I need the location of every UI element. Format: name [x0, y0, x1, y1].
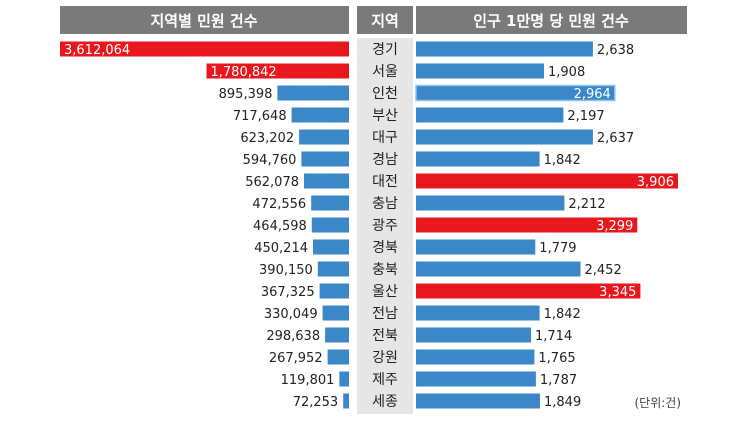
right-value-label: 3,299: [596, 219, 633, 234]
left-bar: [325, 328, 349, 343]
left-bars-group: 3,612,064 1,780,842 895,398 717,648 623,202 5…: [60, 42, 349, 411]
right-bar: [416, 372, 536, 387]
right-bar: [416, 42, 593, 57]
right-bar: [416, 350, 534, 365]
left-value-label: 72,253: [293, 395, 339, 410]
left-value-label: 623,202: [240, 131, 294, 146]
region-label: 강원: [372, 350, 398, 366]
left-bar: [311, 196, 349, 211]
left-value-label: 450,214: [254, 241, 308, 256]
right-value-label: 2,452: [585, 263, 622, 278]
right-value-label: 1,787: [540, 373, 577, 388]
header-left-text: 지역별 민원 건수: [150, 12, 257, 30]
right-bar: [416, 130, 593, 145]
left-value-label: 472,556: [252, 197, 306, 212]
region-label: 인천: [372, 86, 398, 102]
left-bar: [343, 394, 349, 409]
right-value-label: 3,906: [637, 175, 674, 190]
left-value-label: 119,801: [281, 373, 335, 388]
right-bar: [416, 196, 564, 211]
right-bar: [416, 64, 544, 79]
regional-complaints-chart: 지역별 민원 건수 지역 인구 1만명 당 민원 건수 3,612,064 1,7…: [0, 0, 730, 427]
right-value-label: 2,638: [597, 43, 634, 58]
right-bar: [416, 394, 540, 409]
left-value-label: 298,638: [266, 329, 320, 344]
right-bar: [416, 328, 531, 343]
region-label: 대전: [372, 174, 398, 190]
right-value-label: 2,197: [567, 109, 604, 124]
left-bar: [318, 262, 349, 277]
right-bars-group: 2,638 1,908 2,964 2,197 2,637 1,842 3,906 2,212…: [416, 42, 678, 411]
left-bar: [323, 306, 349, 321]
right-value-label: 2,637: [597, 131, 634, 146]
right-bar: [416, 306, 540, 321]
right-bar: [416, 108, 563, 123]
header-right-text: 인구 1만명 당 민원 건수: [473, 12, 629, 30]
left-bar: [313, 240, 349, 255]
region-label: 광주: [372, 218, 398, 234]
left-value-label: 390,150: [259, 263, 313, 278]
region-label: 전북: [372, 328, 398, 344]
left-value-label: 895,398: [219, 87, 273, 102]
region-label: 서울: [372, 64, 398, 80]
region-label: 세종: [372, 394, 398, 410]
region-label: 경북: [372, 240, 398, 256]
right-value-label: 1,779: [539, 241, 576, 256]
right-bar: [416, 262, 581, 277]
region-label: 경기: [372, 42, 398, 58]
region-label: 충남: [372, 196, 398, 212]
region-label: 제주: [372, 372, 398, 388]
left-value-label: 594,760: [243, 153, 297, 168]
left-value-label: 3,612,064: [64, 43, 130, 58]
left-bar: [328, 350, 349, 365]
region-label: 대구: [372, 130, 398, 146]
left-bar: [339, 372, 349, 387]
left-bar: [301, 152, 349, 167]
left-bar: [299, 130, 349, 145]
left-value-label: 562,078: [245, 175, 299, 190]
region-label: 충북: [372, 262, 398, 278]
left-bar: [312, 218, 349, 233]
region-label: 울산: [372, 284, 398, 300]
right-value-label: 1,714: [535, 329, 572, 344]
left-value-label: 717,648: [233, 109, 287, 124]
right-value-label: 1,908: [548, 65, 585, 80]
right-bar: [416, 152, 540, 167]
left-value-label: 464,598: [253, 219, 307, 234]
left-bar: [304, 174, 349, 189]
left-bar: [277, 86, 349, 101]
right-value-label: 2,964: [574, 87, 611, 102]
header-middle: 지역: [357, 6, 413, 34]
left-bar: [320, 284, 349, 299]
right-value-label: 2,212: [568, 197, 605, 212]
region-label: 경남: [372, 152, 398, 168]
right-value-label: 1,765: [538, 351, 575, 366]
right-bar: [416, 240, 535, 255]
left-value-label: 367,325: [261, 285, 315, 300]
left-bar: [292, 108, 349, 123]
header-middle-text: 지역: [371, 12, 399, 30]
left-value-label: 330,049: [264, 307, 318, 322]
header-right: 인구 1만명 당 민원 건수: [416, 6, 687, 34]
header-left: 지역별 민원 건수: [60, 6, 349, 34]
right-value-label: 3,345: [599, 285, 636, 300]
right-value-label: 1,842: [544, 307, 581, 322]
left-value-label: 1,780,842: [211, 65, 277, 80]
right-value-label: 1,849: [544, 395, 581, 410]
right-value-label: 1,842: [544, 153, 581, 168]
left-value-label: 267,952: [269, 351, 323, 366]
unit-note: (단위:건): [634, 396, 681, 410]
region-label: 부산: [372, 108, 398, 124]
region-label: 전남: [372, 306, 398, 322]
